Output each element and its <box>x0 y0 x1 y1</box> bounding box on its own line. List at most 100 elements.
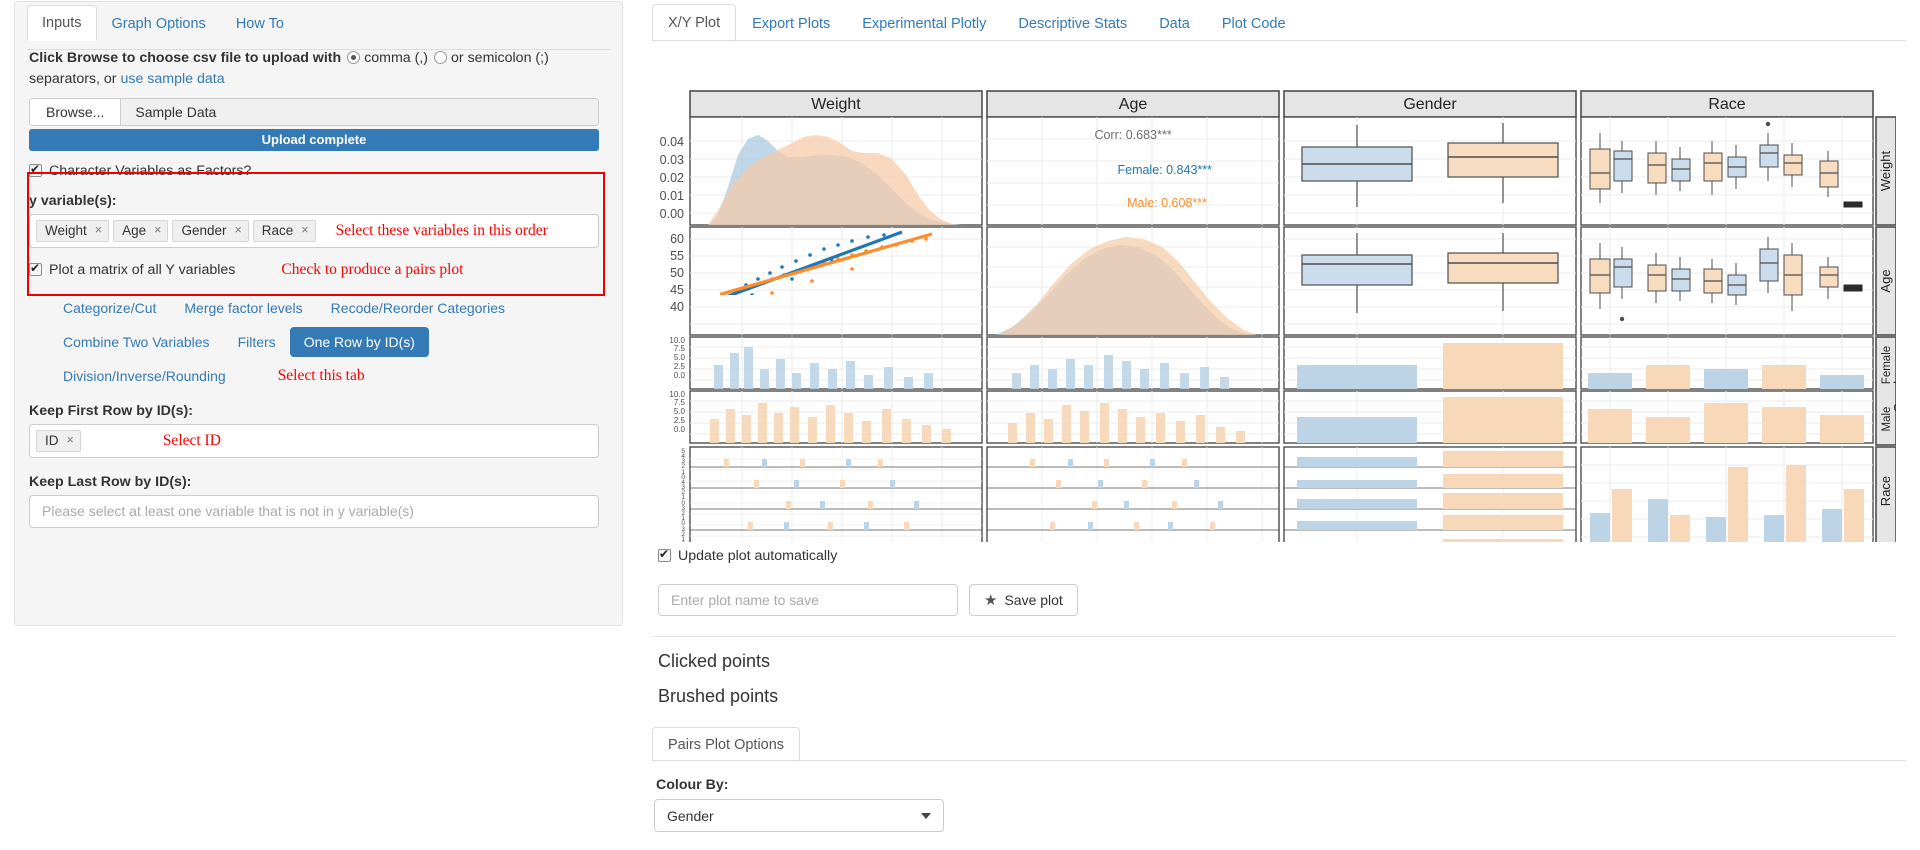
svg-text:3: 3 <box>681 505 685 512</box>
colour-by-select[interactable]: Gender <box>654 799 944 832</box>
keep-first-label: Keep First Row by ID(s): <box>29 402 193 419</box>
tab-data[interactable]: Data <box>1159 16 1190 33</box>
pill-age-remove-icon[interactable]: × <box>154 223 162 238</box>
pill-id-remove-icon[interactable]: × <box>66 433 74 448</box>
pill-weight[interactable]: Weight × <box>36 219 110 242</box>
svg-text:4: 4 <box>681 479 685 486</box>
pill-race-label: Race <box>261 222 294 238</box>
keep-last-section: Keep Last Row by ID(s): Please select at… <box>29 474 608 528</box>
svg-text:Male: Male <box>1881 407 1893 432</box>
tab-xy-plot[interactable]: X/Y Plot <box>652 4 737 42</box>
update-plot-row[interactable]: Update plot automatically <box>652 547 1920 564</box>
keep-last-select[interactable]: Please select at least one variable that… <box>29 494 599 528</box>
tab-pairs-plot-options[interactable]: Pairs Plot Options <box>652 727 801 762</box>
btn-division-inverse-rounding[interactable]: Division/Inverse/Rounding <box>63 367 226 384</box>
pill-weight-remove-icon[interactable]: × <box>94 223 103 238</box>
transform-buttons-row-3: Division/Inverse/Rounding Select this ta… <box>29 361 608 391</box>
svg-text:7.5: 7.5 <box>674 398 686 407</box>
svg-text:2.5: 2.5 <box>674 362 686 371</box>
use-sample-data-link[interactable]: use sample data <box>120 71 225 88</box>
svg-text:3: 3 <box>681 526 685 533</box>
update-plot-checkbox[interactable] <box>658 547 671 562</box>
pairs-plot[interactable]: Weight Age Gender Race Weight Age Female <box>652 47 1896 542</box>
pill-age[interactable]: Age × <box>113 219 169 242</box>
pairs-plot-svg[interactable]: Weight Age Gender Race Weight Age Female <box>652 47 1896 542</box>
svg-text:2: 2 <box>681 463 685 470</box>
tab-graph-options[interactable]: Graph Options <box>111 16 206 33</box>
svg-text:0.00: 0.00 <box>660 207 684 221</box>
inputs-panel: Inputs Graph Options How To Click Browse… <box>14 1 623 626</box>
svg-text:1: 1 <box>681 494 685 501</box>
tab-experimental-plotly[interactable]: Experimental Plotly <box>862 16 987 33</box>
cell-age-race-box <box>1580 226 1874 336</box>
tab-plot-code[interactable]: Plot Code <box>1221 16 1286 33</box>
svg-text:0: 0 <box>681 474 685 481</box>
save-plot-button[interactable]: ★ Save plot <box>969 584 1078 616</box>
radio-comma-label: comma (,) <box>364 50 429 66</box>
corr-male: Male: 0.608*** <box>1127 196 1207 210</box>
radio-semicolon[interactable] <box>434 51 448 64</box>
svg-text:45: 45 <box>670 283 684 297</box>
btn-categorize-cut[interactable]: Categorize/Cut <box>63 299 157 316</box>
factors-checkbox[interactable] <box>29 162 42 177</box>
pill-gender[interactable]: Gender × <box>172 219 249 242</box>
sample-data-button[interactable]: Sample Data <box>121 98 598 125</box>
svg-text:Female: Female <box>1881 346 1893 384</box>
svg-text:0.03: 0.03 <box>660 153 684 167</box>
plot-name-input[interactable] <box>658 584 958 616</box>
matrix-checkbox-label: Plot a matrix of all Y variables <box>49 261 236 278</box>
cell-gender-age-hist-male <box>986 390 1280 444</box>
matrix-checkbox[interactable] <box>29 261 42 277</box>
radio-comma[interactable] <box>347 51 361 64</box>
tab-inputs[interactable]: Inputs <box>27 5 97 41</box>
pill-race[interactable]: Race × <box>252 219 316 242</box>
keep-first-section: Keep First Row by ID(s): ID × Select ID <box>29 403 608 458</box>
btn-one-row-by-ids[interactable]: One Row by ID(s) <box>289 326 429 357</box>
keep-first-select[interactable]: ID × Select ID <box>29 423 599 458</box>
annotation-select-variables: Select these variables in this order <box>335 221 548 239</box>
radio-semicolon-label: or semicolon (;) <box>451 50 549 66</box>
pill-weight-label: Weight <box>45 222 87 238</box>
svg-text:2: 2 <box>681 510 685 517</box>
svg-text:4: 4 <box>681 453 685 460</box>
pill-id[interactable]: ID × <box>36 429 81 452</box>
cell-race-age <box>986 446 1280 542</box>
column-strips: Weight Age Gender Race <box>689 90 1874 118</box>
tab-export-plots[interactable]: Export Plots <box>752 16 831 33</box>
density-male-weight <box>708 135 958 225</box>
svg-text:0: 0 <box>681 520 685 527</box>
factors-checkbox-label: Character Variables as Factors? <box>49 162 252 179</box>
left-tab-divider <box>27 49 610 50</box>
cell-gender-race-bar-male <box>1580 390 1874 444</box>
btn-recode-reorder-categories[interactable]: Recode/Reorder Categories <box>330 299 505 316</box>
svg-text:Race: Race <box>1878 476 1893 506</box>
cell-age-age-density <box>986 226 1280 336</box>
btn-merge-factor-levels[interactable]: Merge factor levels <box>184 299 303 316</box>
keep-last-label: Keep Last Row by ID(s): <box>29 473 192 490</box>
svg-text:1: 1 <box>681 469 685 476</box>
svg-text:0: 0 <box>681 500 685 507</box>
browse-button[interactable]: Browse... <box>30 98 122 125</box>
factors-checkbox-row[interactable]: Character Variables as Factors? <box>29 162 608 179</box>
upload-progress-bar: Upload complete <box>29 128 599 151</box>
btn-combine-two-variables[interactable]: Combine Two Variables <box>63 333 210 350</box>
file-upload-group[interactable]: Browse... Sample Data <box>29 97 599 126</box>
corr-all: Corr: 0.683*** <box>1094 128 1171 142</box>
update-plot-label: Update plot automatically <box>678 548 838 564</box>
cell-gender-age-hist-female <box>986 336 1280 390</box>
svg-text:0.0: 0.0 <box>674 425 686 434</box>
btn-filters[interactable]: Filters <box>237 333 276 350</box>
svg-text:60: 60 <box>670 232 684 246</box>
matrix-checkbox-row[interactable]: Plot a matrix of all Y variables Check t… <box>29 261 608 279</box>
tab-descriptive-stats[interactable]: Descriptive Stats <box>1018 16 1128 33</box>
svg-text:7.5: 7.5 <box>674 344 686 353</box>
y-variables-select[interactable]: Weight × Age × Gender × Race × Select these … <box>29 213 599 248</box>
pill-race-remove-icon[interactable]: × <box>301 223 309 238</box>
svg-text:10.0: 10.0 <box>669 390 685 399</box>
tab-how-to[interactable]: How To <box>235 16 284 33</box>
pill-gender-remove-icon[interactable]: × <box>234 223 242 238</box>
cell-gender-weight-hist-male: 10.07.5 5.02.50.0 <box>669 390 983 444</box>
svg-text:Weight: Weight <box>1878 151 1893 192</box>
colour-by-value: Gender <box>667 807 714 824</box>
svg-text:0.0: 0.0 <box>674 371 686 380</box>
